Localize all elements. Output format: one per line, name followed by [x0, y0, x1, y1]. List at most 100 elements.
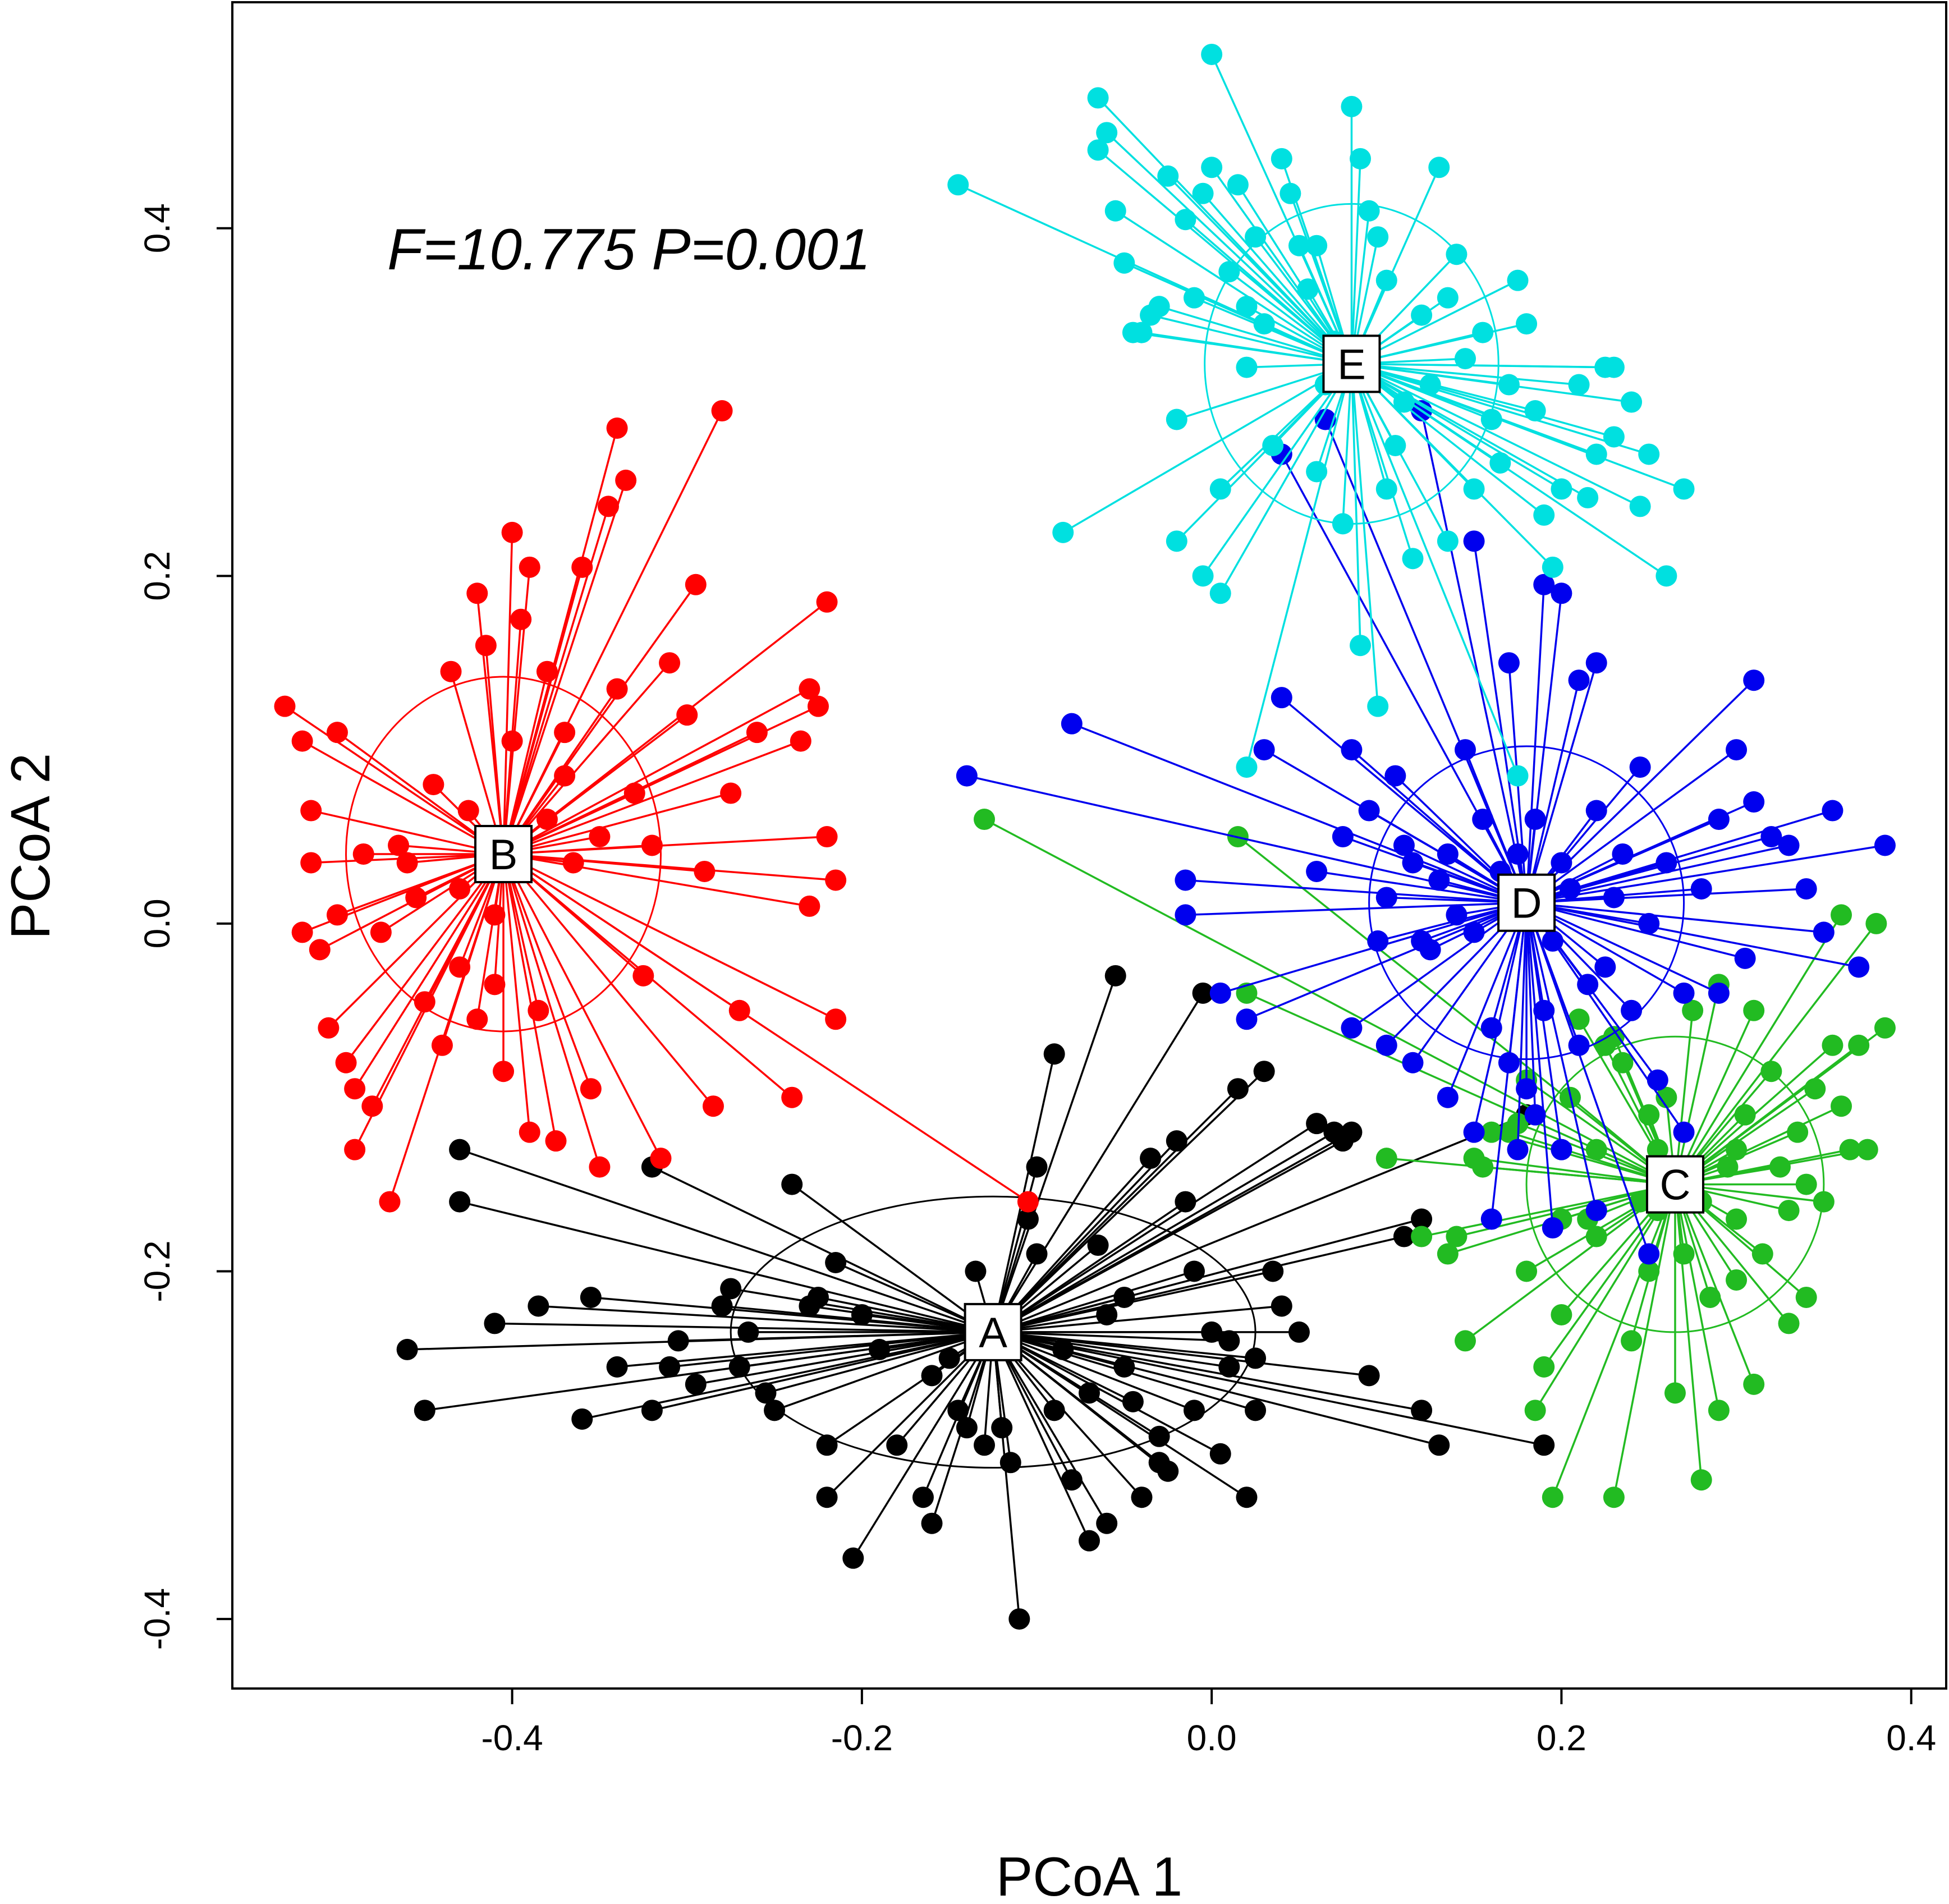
data-point-d [1498, 652, 1520, 674]
y-tick-label: 0.2 [137, 551, 177, 601]
spider-line-b [485, 645, 505, 855]
data-point-d [1690, 878, 1712, 900]
data-point-a [1183, 1400, 1205, 1421]
spider-line-a [993, 1305, 1282, 1333]
data-point-d [1463, 530, 1485, 552]
data-point-c [1769, 1156, 1791, 1178]
spider-line-c [1674, 1183, 1755, 1385]
data-point-a [720, 1278, 742, 1300]
spider-line-a [992, 1140, 1178, 1333]
spider-line-e [1219, 363, 1352, 594]
data-point-c [1516, 1260, 1538, 1282]
data-point-c [1760, 1061, 1782, 1082]
data-point-e [1489, 452, 1511, 474]
spider-line-d [1281, 696, 1528, 904]
data-point-a [912, 1487, 934, 1508]
data-point-a [1017, 1208, 1039, 1230]
data-point-d [1603, 887, 1625, 909]
data-point-a [396, 1338, 418, 1360]
data-point-a [1166, 1130, 1187, 1152]
data-point-b [475, 635, 497, 657]
data-point-d [1551, 852, 1572, 874]
data-point-b [606, 417, 628, 439]
data-point-e [1472, 322, 1494, 343]
data-point-d [1393, 834, 1415, 856]
data-point-d [1402, 852, 1424, 874]
data-point-d [1577, 974, 1599, 995]
data-point-e [1148, 296, 1170, 318]
spider-line-b [502, 854, 662, 1159]
data-point-a [1183, 1260, 1205, 1282]
data-point-e [1332, 513, 1354, 535]
spider-line-d [1525, 902, 1537, 1115]
data-point-e [1638, 443, 1660, 465]
data-point-e [1157, 165, 1179, 187]
data-point-c [1524, 1400, 1546, 1421]
spider-line-b [502, 480, 627, 855]
spider-line-c [1674, 1184, 1720, 1411]
data-point-c [1743, 999, 1765, 1021]
data-point-a [1087, 1235, 1109, 1256]
data-point-e [1166, 409, 1187, 430]
data-point-d [1673, 982, 1695, 1004]
data-point-a [641, 1400, 663, 1421]
spider-line-b [284, 705, 505, 855]
spider-line-d [1473, 541, 1528, 903]
data-point-a [659, 1356, 681, 1378]
data-point-e [1271, 148, 1292, 169]
data-point-e [1192, 182, 1214, 204]
data-point-a [1411, 1208, 1433, 1230]
data-point-c [1411, 1226, 1433, 1247]
data-point-b [545, 1130, 567, 1152]
data-point-e [1568, 374, 1590, 396]
spider-line-a [459, 1200, 994, 1333]
spider-line-c [984, 818, 1676, 1186]
spider-line-a [459, 1148, 994, 1333]
spider-line-c [1421, 1183, 1676, 1238]
data-point-a [816, 1434, 838, 1456]
data-point-d [1551, 582, 1572, 604]
group-a [396, 965, 1555, 1630]
data-point-b [388, 834, 410, 856]
data-point-b [554, 765, 576, 787]
data-point-a [1157, 1460, 1179, 1482]
data-point-d [1472, 809, 1494, 831]
data-point-a [1271, 1295, 1292, 1317]
data-point-b [466, 1008, 488, 1030]
data-point-b [562, 852, 584, 874]
data-point-b [554, 722, 576, 744]
spider-line-b [502, 428, 618, 855]
y-tick-label: 0.4 [137, 203, 177, 253]
spider-line-d [1316, 870, 1527, 904]
data-point-c [1375, 1148, 1397, 1169]
data-point-d [1612, 843, 1634, 865]
data-point-b [694, 860, 716, 882]
data-point-b [300, 800, 322, 822]
data-point-e [1384, 434, 1406, 456]
data-point-e [1446, 244, 1468, 265]
data-point-a [991, 1417, 1013, 1439]
spider-line-a [538, 1305, 993, 1333]
data-point-e [1621, 391, 1643, 413]
data-point-d [1358, 800, 1380, 822]
data-point-e [1087, 139, 1109, 161]
data-point-b [326, 904, 348, 926]
data-point-c [1839, 1139, 1861, 1160]
data-point-c [1655, 1086, 1677, 1108]
spider-line-a [993, 1331, 1230, 1342]
data-point-b [344, 1139, 366, 1160]
data-point-e [1201, 157, 1223, 178]
data-point-b [598, 496, 620, 517]
data-point-c [1603, 1487, 1625, 1508]
data-point-c [1621, 1330, 1643, 1352]
data-point-e [1629, 496, 1651, 517]
centroid-label-a: A [979, 1309, 1007, 1357]
spider-line-d [1516, 902, 1528, 1150]
data-point-d [1375, 887, 1397, 909]
data-point-c [1437, 1243, 1459, 1265]
spider-line-a [992, 992, 1204, 1333]
spider-line-b [502, 854, 531, 1132]
data-point-d [1655, 852, 1677, 874]
data-point-d [1507, 1139, 1529, 1160]
data-point-a [851, 1304, 873, 1325]
